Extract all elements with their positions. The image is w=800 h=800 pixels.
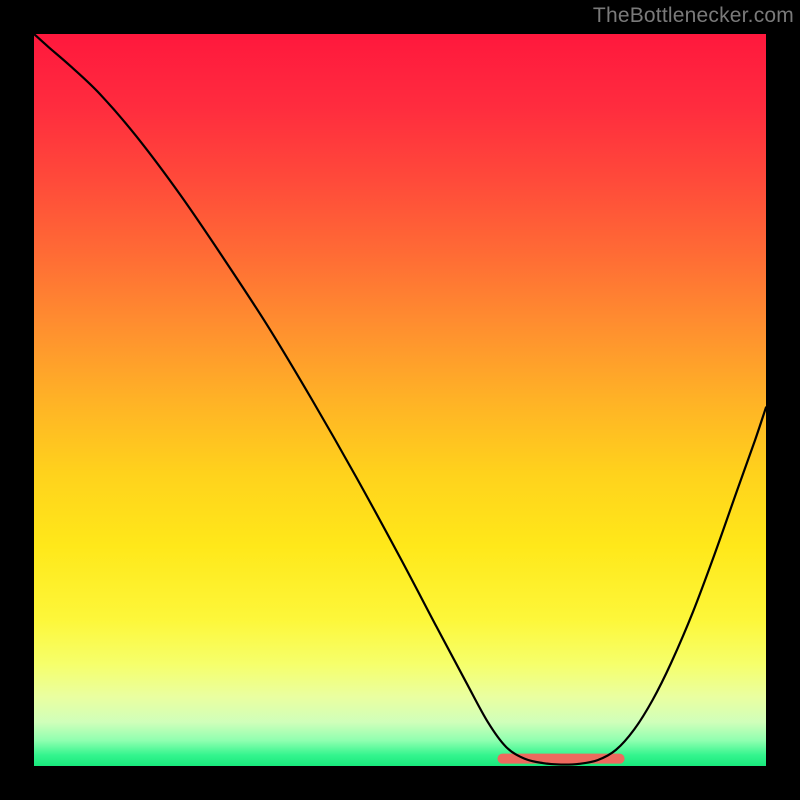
chart-stage: TheBottlenecker.com (0, 0, 800, 800)
bottleneck-curve-chart (0, 0, 800, 800)
plot-background (34, 34, 766, 766)
